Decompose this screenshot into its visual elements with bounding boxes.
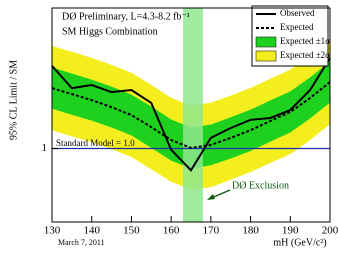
legend-label: Expected (280, 22, 314, 32)
exclusion-band (183, 8, 203, 222)
exclusion-label: DØ Exclusion (232, 180, 289, 191)
legend-swatch (256, 51, 276, 61)
chart: DØ Preliminary, L=4.3-8.2 fb⁻¹ SM Higgs … (0, 0, 338, 271)
x-tick-label: 170 (203, 225, 220, 237)
chart-title: DØ Preliminary, L=4.3-8.2 fb⁻¹ (62, 11, 190, 22)
x-tick-label: 130 (44, 225, 61, 237)
y-tick-label: 1 (42, 142, 48, 154)
x-tick-label: 200 (322, 225, 338, 237)
legend-swatch (256, 37, 276, 47)
legend-label: Expected ±1σ (280, 36, 330, 46)
sm-label: Standard Model = 1.0 (56, 138, 135, 148)
legend-label: Expected ±2σ (280, 50, 330, 60)
x-axis-label: mH (GeV/c²) (273, 237, 326, 248)
legend: Observed Expected Expected ±1σ Expected ±2σ (252, 6, 330, 66)
chart-subtitle: SM Higgs Combination (62, 26, 158, 37)
legend-label: Observed (280, 8, 315, 18)
x-tick-label: 160 (163, 225, 180, 237)
x-tick-label: 190 (282, 225, 299, 237)
exclusion-arrowhead (207, 194, 215, 200)
date-label: March 7, 2011 (58, 238, 105, 247)
y-axis-label: 95% CL Limit / SM (8, 60, 19, 140)
x-tick-label: 180 (242, 225, 259, 237)
x-tick-label: 140 (83, 225, 100, 237)
x-tick-label: 150 (123, 225, 140, 237)
